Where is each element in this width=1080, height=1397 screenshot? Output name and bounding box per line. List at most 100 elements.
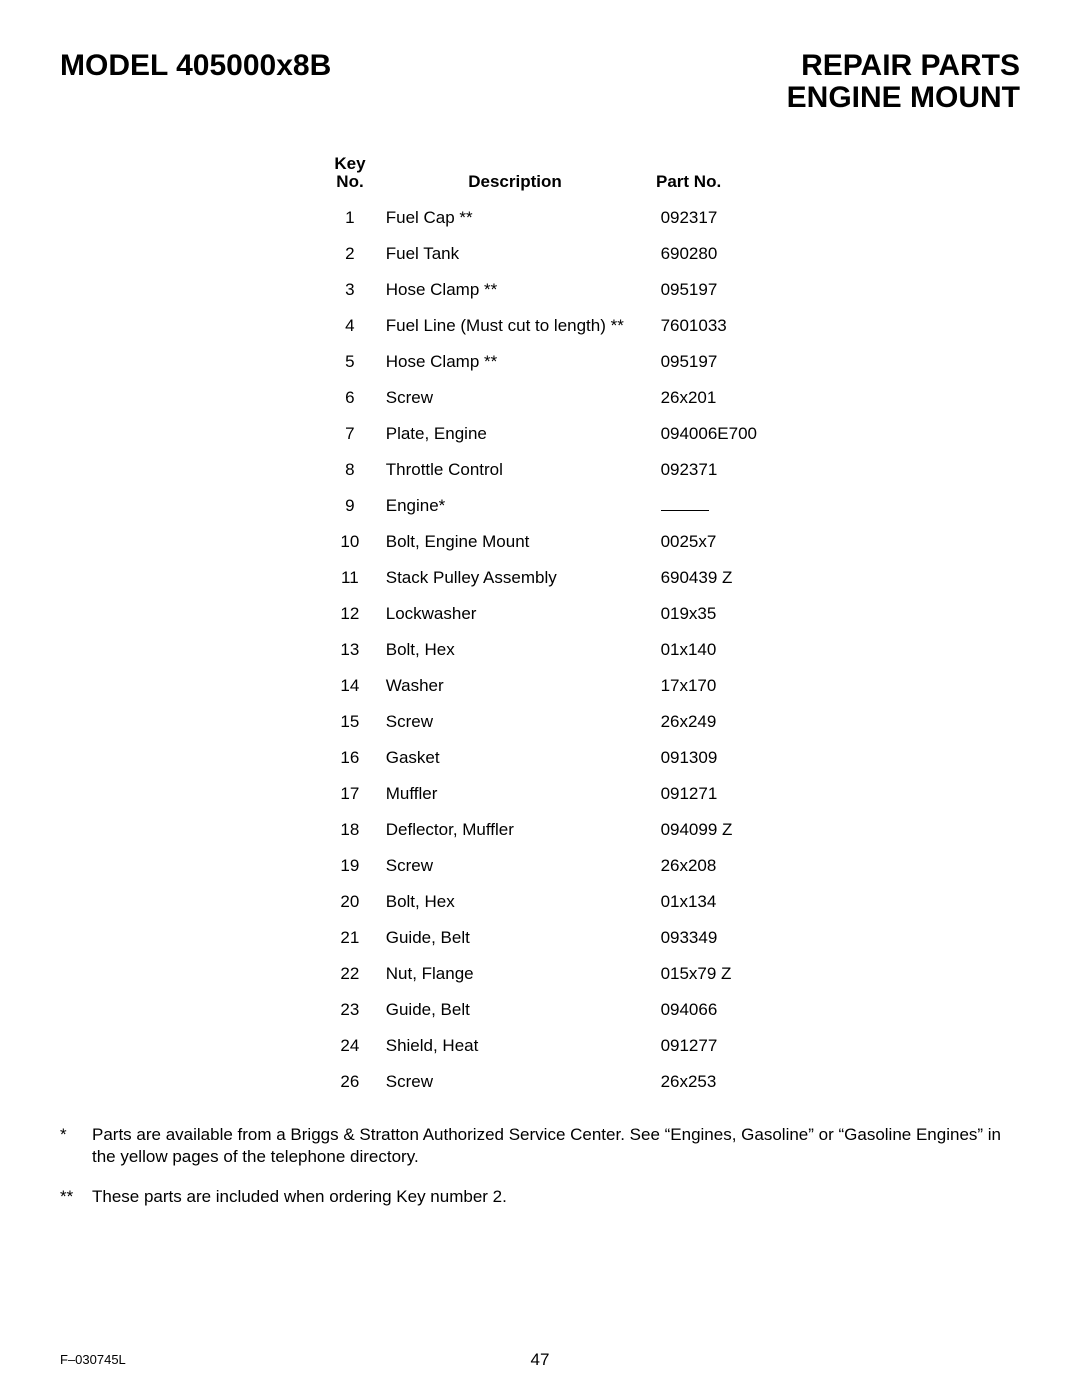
- col-header-part: Part No.: [650, 172, 786, 192]
- cell-key-no: 18: [320, 820, 380, 840]
- footnote: *Parts are available from a Briggs & Str…: [60, 1124, 1020, 1168]
- cell-part-no: 26x249: [655, 712, 790, 732]
- cell-key-no: 23: [320, 1000, 380, 1020]
- footnote-text: Parts are available from a Briggs & Stra…: [92, 1124, 1020, 1168]
- cell-key-no: 9: [320, 496, 380, 516]
- table-row: 9Engine*: [320, 488, 790, 524]
- cell-description: Fuel Cap **: [380, 208, 655, 228]
- cell-description: Screw: [380, 388, 655, 408]
- table-row: 1Fuel Cap **092317: [320, 200, 790, 236]
- cell-key-no: 3: [320, 280, 380, 300]
- cell-key-no: 7: [320, 424, 380, 444]
- table-body: 1Fuel Cap **0923172Fuel Tank6902803Hose …: [320, 200, 790, 1100]
- table-row: 12Lockwasher019x35: [320, 596, 790, 632]
- cell-description: Fuel Line (Must cut to length) **: [380, 316, 655, 336]
- table-row: 18Deflector, Muffler094099 Z: [320, 812, 790, 848]
- table-header: Key No. Description Part No.: [320, 155, 790, 200]
- cell-description: Fuel Tank: [380, 244, 655, 264]
- col-header-description: Description: [380, 172, 650, 192]
- cell-key-no: 20: [320, 892, 380, 912]
- cell-description: Plate, Engine: [380, 424, 655, 444]
- cell-key-no: 21: [320, 928, 380, 948]
- cell-part-no: 092317: [655, 208, 790, 228]
- cell-key-no: 17: [320, 784, 380, 804]
- cell-part-no: 7601033: [655, 316, 790, 336]
- page-footer: F–030745L 47: [60, 1352, 1020, 1367]
- cell-part-no: 01x134: [655, 892, 790, 912]
- table-row: 6Screw26x201: [320, 380, 790, 416]
- blank-line-icon: [661, 497, 709, 512]
- cell-part-no: 094066: [655, 1000, 790, 1020]
- title-block: REPAIR PARTS ENGINE MOUNT: [787, 50, 1020, 115]
- table-row: 16Gasket091309: [320, 740, 790, 776]
- cell-part-no: 26x201: [655, 388, 790, 408]
- cell-key-no: 11: [320, 568, 380, 588]
- cell-key-no: 10: [320, 532, 380, 552]
- footnote-mark: **: [60, 1186, 92, 1208]
- cell-key-no: 16: [320, 748, 380, 768]
- cell-part-no: 690439 Z: [655, 568, 790, 588]
- cell-key-no: 15: [320, 712, 380, 732]
- table-row: 8Throttle Control092371: [320, 452, 790, 488]
- cell-description: Nut, Flange: [380, 964, 655, 984]
- cell-key-no: 24: [320, 1036, 380, 1056]
- cell-part-no: 094099 Z: [655, 820, 790, 840]
- page-header: MODEL 405000x8B REPAIR PARTS ENGINE MOUN…: [60, 50, 1020, 115]
- table-row: 7Plate, Engine094006E700: [320, 416, 790, 452]
- table-row: 4Fuel Line (Must cut to length) **760103…: [320, 308, 790, 344]
- cell-key-no: 26: [320, 1072, 380, 1092]
- footnote-text: These parts are included when ordering K…: [92, 1186, 1020, 1208]
- table-row: 10Bolt, Engine Mount0025x7: [320, 524, 790, 560]
- table-row: 22Nut, Flange015x79 Z: [320, 956, 790, 992]
- cell-key-no: 14: [320, 676, 380, 696]
- cell-description: Screw: [380, 712, 655, 732]
- cell-description: Stack Pulley Assembly: [380, 568, 655, 588]
- cell-part-no: 01x140: [655, 640, 790, 660]
- cell-part-no: 0025x7: [655, 532, 790, 552]
- cell-part-no: 095197: [655, 280, 790, 300]
- cell-part-no: 17x170: [655, 676, 790, 696]
- cell-part-no: [655, 496, 790, 516]
- table-row: 17Muffler091271: [320, 776, 790, 812]
- doc-number: F–030745L: [60, 1352, 126, 1367]
- table-row: 15Screw26x249: [320, 704, 790, 740]
- table-row: 20Bolt, Hex01x134: [320, 884, 790, 920]
- cell-description: Gasket: [380, 748, 655, 768]
- table-row: 24Shield, Heat091277: [320, 1028, 790, 1064]
- cell-description: Bolt, Engine Mount: [380, 532, 655, 552]
- col-header-key: Key No.: [320, 155, 380, 192]
- cell-part-no: 26x253: [655, 1072, 790, 1092]
- footnote: **These parts are included when ordering…: [60, 1186, 1020, 1208]
- cell-description: Washer: [380, 676, 655, 696]
- table-row: 11Stack Pulley Assembly690439 Z: [320, 560, 790, 596]
- cell-description: Throttle Control: [380, 460, 655, 480]
- col-header-key-line2: No.: [320, 173, 380, 192]
- page-number: 47: [531, 1350, 550, 1370]
- table-row: 3Hose Clamp **095197: [320, 272, 790, 308]
- model-number: MODEL 405000x8B: [60, 50, 331, 82]
- cell-key-no: 4: [320, 316, 380, 336]
- cell-description: Deflector, Muffler: [380, 820, 655, 840]
- parts-table: Key No. Description Part No. 1Fuel Cap *…: [320, 155, 790, 1100]
- cell-part-no: 093349: [655, 928, 790, 948]
- cell-description: Engine*: [380, 496, 655, 516]
- cell-part-no: 015x79 Z: [655, 964, 790, 984]
- table-row: 5Hose Clamp **095197: [320, 344, 790, 380]
- table-row: 13Bolt, Hex01x140: [320, 632, 790, 668]
- title-line-1: REPAIR PARTS: [787, 50, 1020, 82]
- cell-description: Guide, Belt: [380, 1000, 655, 1020]
- cell-key-no: 13: [320, 640, 380, 660]
- cell-description: Shield, Heat: [380, 1036, 655, 1056]
- cell-description: Hose Clamp **: [380, 280, 655, 300]
- page: MODEL 405000x8B REPAIR PARTS ENGINE MOUN…: [0, 0, 1080, 1397]
- cell-part-no: 26x208: [655, 856, 790, 876]
- footnotes: *Parts are available from a Briggs & Str…: [60, 1124, 1020, 1208]
- cell-part-no: 092371: [655, 460, 790, 480]
- cell-description: Guide, Belt: [380, 928, 655, 948]
- table-row: 26Screw26x253: [320, 1064, 790, 1100]
- cell-key-no: 5: [320, 352, 380, 372]
- footnote-mark: *: [60, 1124, 92, 1168]
- cell-part-no: 091271: [655, 784, 790, 804]
- cell-part-no: 091309: [655, 748, 790, 768]
- cell-part-no: 091277: [655, 1036, 790, 1056]
